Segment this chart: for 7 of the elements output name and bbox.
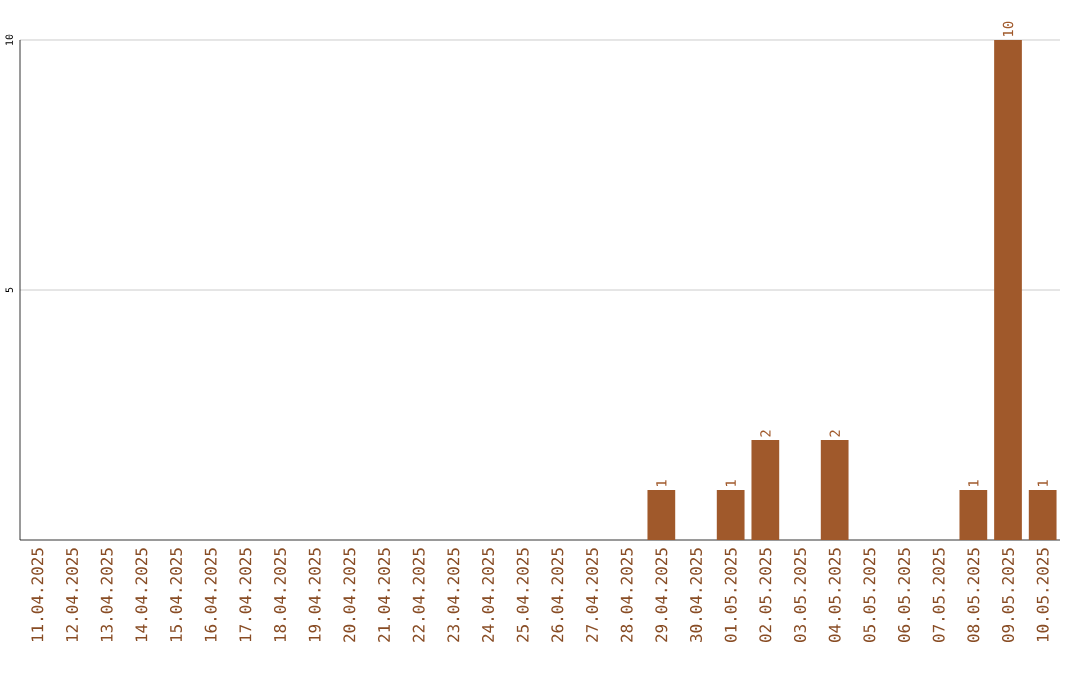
- bar: [751, 440, 780, 540]
- bar: [647, 490, 676, 540]
- bar: [820, 440, 849, 540]
- bar: [1028, 490, 1057, 540]
- bar: [716, 490, 745, 540]
- bar: [959, 490, 988, 540]
- bar: [994, 39, 1022, 540]
